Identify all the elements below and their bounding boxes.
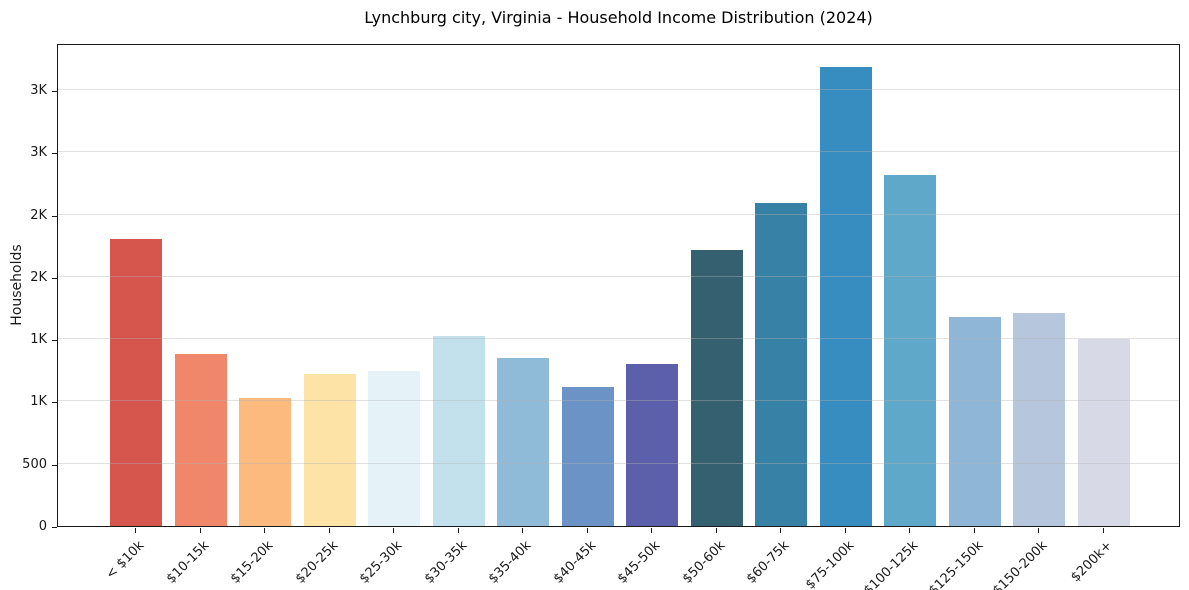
bar-$25-30k [368,370,421,526]
bar-$10-15k [174,354,227,526]
y-tick-label: 3K [30,82,47,98]
y-tick-mark [52,215,57,217]
x-tick-label: $150-200k [990,538,1051,590]
x-tick-label: $200k+ [1068,538,1116,586]
x-tick-mark [135,528,136,533]
gridline [58,338,1179,340]
x-tick-label: $125-150k [926,538,987,590]
x-tick-mark [328,528,330,533]
x-tick-label: < $10k [103,538,148,583]
x-tick-label: $50-60k [679,538,729,587]
bar-$35-40k [497,357,550,526]
y-tick-mark [52,527,57,528]
x-tick-mark [522,528,524,533]
x-tick-mark [1103,528,1104,533]
y-tick-mark [52,464,57,466]
y-tick-mark [52,153,57,155]
bar-$200k+ [1077,339,1130,526]
gridline [58,213,1179,215]
x-tick-label: $45-50k [614,538,664,587]
x-tick-mark [1038,528,1040,533]
x-tick-mark [973,528,975,533]
bar-$45-50k [626,364,679,526]
y-tick-mark [52,90,57,92]
y-tick-mark [52,340,57,342]
y-tick-label: 500 [22,456,47,472]
bar-$150-200k [1013,312,1066,526]
x-tick-mark [457,528,459,533]
x-tick-mark [199,528,201,533]
x-tick-label: $75-100k [802,538,858,590]
bar-$100-125k [884,175,937,526]
x-tick-label: $10-15k [163,538,212,587]
bar-$75-100k [819,66,872,526]
bar-< $10k [110,239,162,526]
x-tick-mark [909,528,911,533]
y-tick-label: 2K [30,207,47,223]
x-tick-label: $15-20k [227,538,277,587]
bar-$125-150k [948,317,1001,526]
bar-$50-60k [690,250,743,526]
y-tick-label: 3K [30,145,47,161]
chart-title: Lynchburg city, Virginia - Household Inc… [364,8,873,27]
bar-$15-20k [239,397,292,526]
x-tick-label: $35-40k [485,538,535,587]
bar-$40-45k [561,387,614,526]
x-tick-label: $30-35k [421,538,470,587]
x-tick-mark [586,528,588,533]
gridline [58,462,1179,464]
x-tick-mark [393,528,395,533]
x-tick-label: $20-25k [292,538,341,587]
plot-area [57,44,1180,527]
bar-$20-25k [303,374,356,526]
x-tick-mark [715,528,717,533]
y-tick-label: 1K [30,332,47,348]
x-tick-mark [780,528,782,533]
y-tick-mark [52,277,57,279]
gridline [58,88,1179,90]
x-tick-mark [264,528,266,533]
y-tick-mark [52,402,57,404]
x-tick-mark [844,528,846,533]
gridline [58,275,1179,277]
x-tick-label: $40-45k [550,538,599,587]
x-tick-label: $25-30k [356,538,406,587]
x-tick-label: $100-125k [861,538,922,590]
bar-$30-35k [432,336,485,526]
y-tick-label: 2K [30,269,47,285]
gridline [58,151,1179,153]
gridline [58,400,1179,402]
bar-$60-75k [755,203,808,526]
y-tick-label: 1K [30,394,47,410]
x-tick-mark [651,528,653,533]
y-tick-label: 0 [38,519,47,534]
x-tick-label: $60-75k [744,538,793,587]
